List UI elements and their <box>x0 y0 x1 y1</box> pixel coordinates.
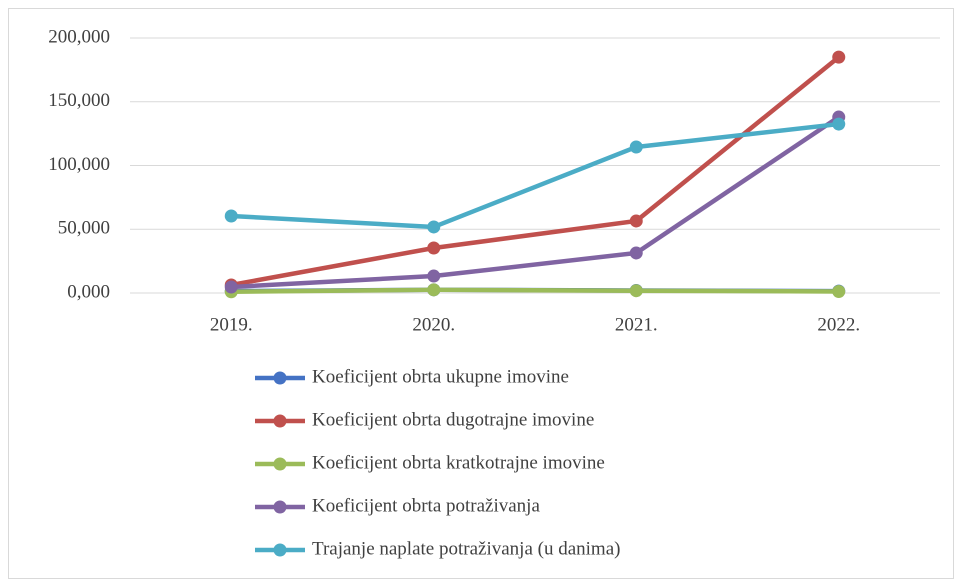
legend-marker <box>273 371 287 385</box>
legend-marker <box>273 457 287 471</box>
x-tick-label: 2020. <box>412 314 455 335</box>
y-tick-label: 0,000 <box>67 281 110 302</box>
x-tick-label: 2021. <box>615 314 658 335</box>
y-tick-label: 150,000 <box>48 90 110 111</box>
data-point <box>427 241 441 255</box>
data-point <box>629 284 643 298</box>
series-line <box>231 115 841 290</box>
series-line <box>231 287 839 294</box>
data-point <box>832 284 846 298</box>
x-tick-label: 2022. <box>817 314 860 335</box>
data-point <box>427 269 441 283</box>
data-point <box>832 50 846 64</box>
legend-label: Trajanje naplate potraživanja (u danima) <box>312 538 620 559</box>
y-tick-label: 200,000 <box>48 26 110 47</box>
data-point <box>629 140 643 154</box>
legend-marker <box>273 500 287 514</box>
series-line <box>231 121 840 230</box>
data-point <box>427 283 441 297</box>
legend-label: Koeficijent obrta dugotrajne imovine <box>312 409 594 430</box>
data-point <box>629 214 643 228</box>
x-tick-label: 2019. <box>210 314 253 335</box>
legend-label: Koeficijent obrta potraživanja <box>312 495 540 516</box>
data-point <box>832 117 846 131</box>
data-point <box>629 246 643 260</box>
y-tick-label: 100,000 <box>48 154 110 175</box>
legend-marker <box>273 543 287 557</box>
legend-marker <box>273 414 287 428</box>
data-point <box>427 220 441 234</box>
series-line <box>230 55 841 288</box>
legend-label: Koeficijent obrta kratkotrajne imovine <box>312 452 605 473</box>
legend-label: Koeficijent obrta ukupne imovine <box>312 366 569 387</box>
data-point <box>224 280 238 294</box>
data-point <box>224 209 238 223</box>
y-tick-label: 50,000 <box>58 218 110 239</box>
